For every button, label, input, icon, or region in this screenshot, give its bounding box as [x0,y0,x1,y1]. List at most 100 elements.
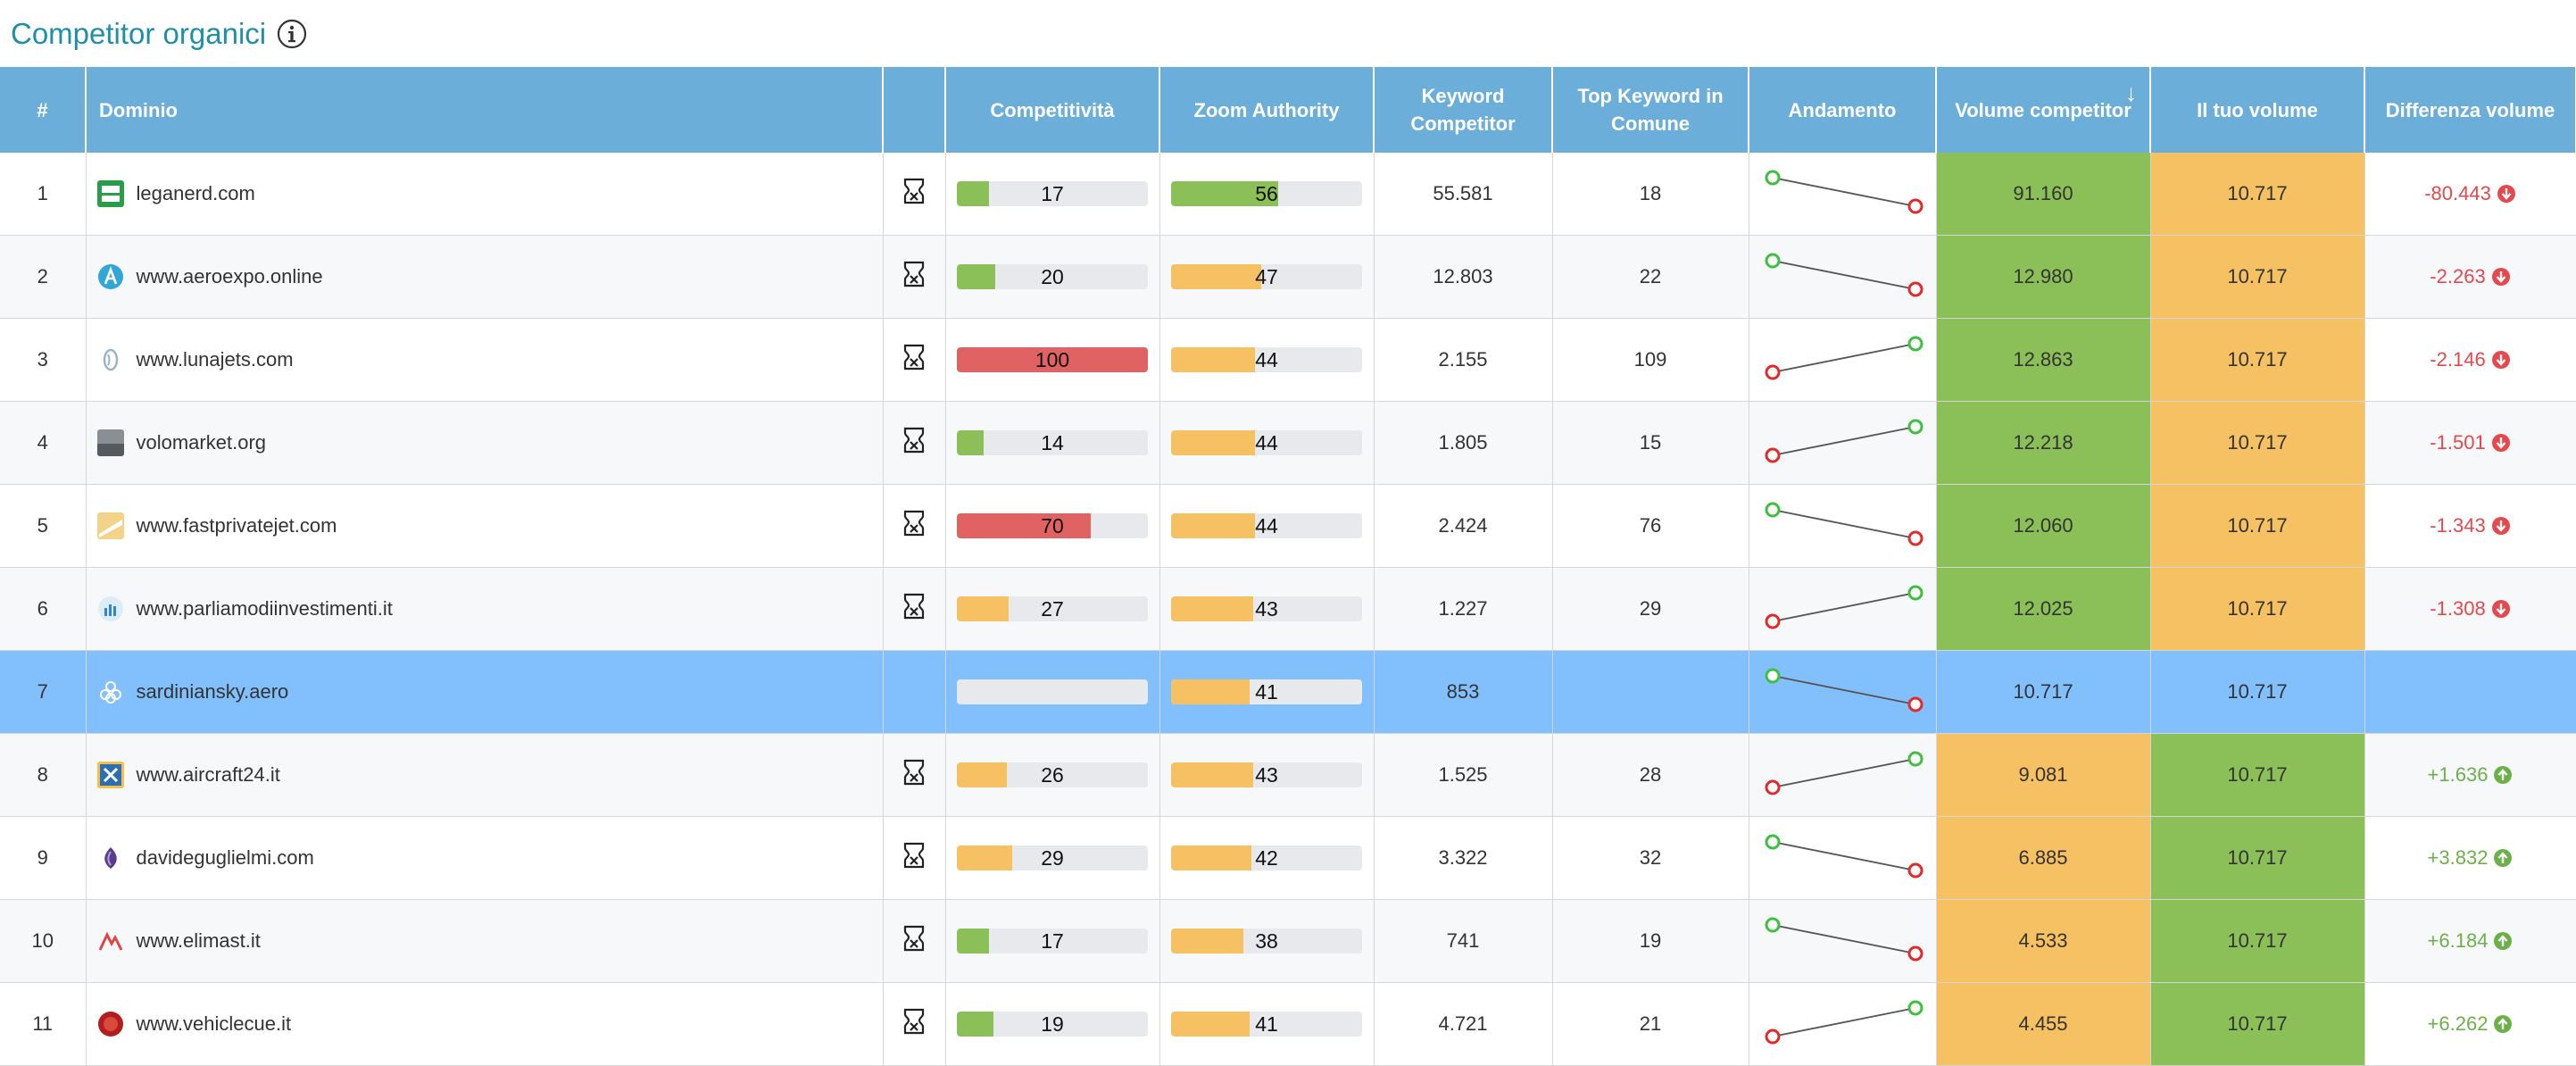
own-domain-row[interactable]: 7 sardiniansky.aero 41 853 10.717 10.717 [0,650,2576,734]
trend-end-point [1907,198,1924,214]
domain-cell[interactable]: www.parliamodiinvestimenti.it [86,567,884,651]
competitivity-bar: 100 [957,347,1148,372]
your-volume-cell: 10.717 [2150,567,2365,651]
compare-icon[interactable] [901,923,927,954]
compare-cell[interactable] [883,899,946,983]
col-header-zoom-authority[interactable]: Zoom Authority [1159,67,1375,153]
domain-name[interactable]: www.aircraft24.it [136,763,280,786]
zoom-authority-cell: 56 [1159,153,1375,236]
domain-name[interactable]: www.parliamodiinvestimenti.it [136,597,393,620]
compare-icon[interactable] [901,757,927,787]
compare-icon[interactable] [901,425,927,455]
domain-cell[interactable]: leganerd.com [86,153,884,236]
trend-sparkline [1765,336,1924,380]
down-arrow-icon [2497,185,2515,203]
row-number: 9 [0,816,87,900]
compare-icon[interactable] [901,176,927,206]
compare-cell[interactable] [883,235,946,319]
compare-icon[interactable] [901,591,927,621]
zoom-authority-cell: 41 [1159,650,1375,734]
your-volume-cell: 10.717 [2150,401,2365,485]
domain-name[interactable]: www.lunajets.com [136,348,294,371]
col-header-diff-volume[interactable]: Differenza volume [2364,67,2576,153]
row-number: 11 [0,982,87,1066]
trend-sparkline [1765,502,1924,546]
table-row[interactable]: 11 www.vehiclecue.it 19 41 4.721 21 4.455 10.71… [0,982,2576,1066]
compare-icon[interactable] [901,342,927,372]
trend-end-point [1907,585,1924,601]
domain-cell[interactable]: www.elimast.it [86,899,884,983]
domain-cell[interactable]: www.lunajets.com [86,318,884,402]
col-header-num[interactable]: # [0,67,87,153]
domain-cell[interactable]: volomarket.org [86,401,884,485]
volume-competitor-cell: 12.218 [1936,401,2151,485]
competitivity-cell: 19 [945,982,1160,1066]
zoom-authority-value: 43 [1255,597,1278,620]
col-header-your-volume[interactable]: Il tuo volume [2150,67,2365,153]
domain-name[interactable]: www.aeroexpo.online [136,265,323,287]
table-row[interactable]: 3 www.lunajets.com 100 44 2.155 109 12.863 10.7… [0,318,2576,402]
domain-name[interactable]: leganerd.com [136,182,255,204]
competitivity-value: 100 [1035,348,1070,371]
domain-cell[interactable]: www.fastprivatejet.com [86,484,884,568]
compare-cell[interactable] [883,318,946,402]
table-row[interactable]: 1 leganerd.com 17 56 55.581 18 91.160 10.717 -80… [0,153,2576,236]
domain-name[interactable]: sardiniansky.aero [136,680,289,703]
domain-name[interactable]: davideguglielmi.com [136,846,314,869]
domain-name[interactable]: www.vehiclecue.it [136,1012,292,1035]
col-header-keyword-competitor[interactable]: Keyword Competitor [1374,67,1553,153]
info-icon[interactable] [277,19,307,49]
row-number: 10 [0,899,87,983]
top-keyword-cell: 28 [1552,733,1749,817]
compare-cell[interactable] [883,401,946,485]
col-header-trend[interactable]: Andamento [1749,67,1937,153]
compare-cell[interactable] [883,982,946,1066]
compare-icon[interactable] [901,259,927,289]
col-header-competitivity[interactable]: Competitività [945,67,1160,153]
zoom-authority-value: 44 [1255,348,1278,371]
top-keyword-cell: 32 [1552,816,1749,900]
competitivity-bar: 70 [957,513,1148,538]
compare-icon[interactable] [901,840,927,870]
competitivity-bar: 29 [957,845,1148,870]
volume-competitor-cell: 4.455 [1936,982,2151,1066]
up-arrow-icon [2494,766,2513,784]
diff-volume-negative: -80.443 [2424,182,2516,205]
compare-cell[interactable] [883,484,946,568]
domain-cell[interactable]: www.aeroexpo.online [86,235,884,319]
zoom-authority-bar-fill [1171,347,1256,372]
compare-cell[interactable] [883,733,946,817]
keyword-competitor-cell: 3.322 [1374,816,1553,900]
diff-value: -1.308 [2430,597,2486,620]
compare-icon[interactable] [901,1006,927,1037]
table-row[interactable]: 4 volomarket.org 14 44 1.805 15 12.218 10.717 -1… [0,401,2576,485]
trend-start-point [1765,447,1781,463]
compare-cell[interactable] [883,567,946,651]
domain-cell[interactable]: davideguglielmi.com [86,816,884,900]
domain-cell[interactable]: www.aircraft24.it [86,733,884,817]
sort-down-icon[interactable]: ↓ [2125,79,2137,106]
col-header-top-keyword[interactable]: Top Keyword in Comune [1552,67,1749,153]
table-row[interactable]: 10 www.elimast.it 17 38 741 19 4.533 10.717 +6.1… [0,899,2576,983]
table-row[interactable]: 5 www.fastprivatejet.com 70 44 2.424 76 12.060… [0,484,2576,568]
col-header-domain[interactable]: Dominio [86,67,884,153]
row-number: 3 [0,318,87,402]
table-row[interactable]: 9 davideguglielmi.com 29 42 3.322 32 6.885 10.7… [0,816,2576,900]
zoom-authority-bar: 44 [1171,347,1362,372]
compare-cell[interactable] [883,816,946,900]
compare-icon[interactable] [901,508,927,538]
competitivity-bar-fill [957,181,990,206]
table-row[interactable]: 2 www.aeroexpo.online 20 47 12.803 22 12.980 10… [0,235,2576,319]
domain-name[interactable]: www.fastprivatejet.com [136,514,337,537]
col-header-volume-competitor[interactable]: Volume competitor ↓ [1936,67,2151,153]
domain-name[interactable]: volomarket.org [136,431,267,454]
compare-cell[interactable] [883,153,946,236]
diff-value: -2.146 [2430,348,2486,371]
competitivity-bar-fill [957,596,1009,621]
domain-cell[interactable]: www.vehiclecue.it [86,982,884,1066]
domain-name[interactable]: www.elimast.it [136,929,261,952]
domain-cell[interactable]: sardiniansky.aero [86,650,884,734]
keyword-competitor-cell: 1.805 [1374,401,1553,485]
table-row[interactable]: 6 www.parliamodiinvestimenti.it 27 43 1.227 2… [0,567,2576,651]
table-row[interactable]: 8 www.aircraft24.it 26 43 1.525 28 9.081 10.717… [0,733,2576,817]
